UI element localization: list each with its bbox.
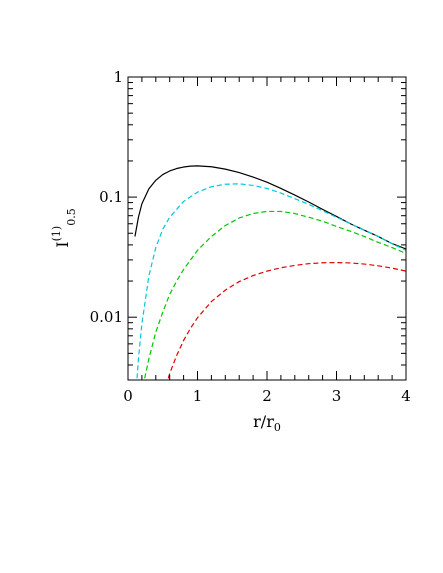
series-line-3 <box>167 261 406 379</box>
y-tick-label: 0.01 <box>90 308 123 326</box>
x-axis-label: r/r0 <box>253 412 281 434</box>
ticks-layer <box>127 76 407 381</box>
y-axis-label-sup: (1) <box>50 226 63 242</box>
x-tick-label: 3 <box>332 387 342 405</box>
plot-frame <box>127 76 407 381</box>
y-axis-label-main: I <box>53 241 72 247</box>
y-axis-label-sub: 0.5 <box>65 208 78 226</box>
x-tick-label: 2 <box>262 387 272 405</box>
y-tick-label: 1 <box>113 68 123 86</box>
series-line-1 <box>136 183 406 379</box>
x-axis-label-sub: 0 <box>274 421 281 434</box>
x-tick-label: 0 <box>123 387 133 405</box>
tick-labels: 0 1 2 3 4 0.01 0.1 1 <box>90 68 411 405</box>
series-layer <box>134 165 406 379</box>
y-axis-label: I(1)0.5 <box>50 208 78 247</box>
x-axis-label-main: r/r <box>253 412 274 431</box>
x-tick-label: 1 <box>193 387 203 405</box>
y-tick-label: 0.1 <box>99 188 123 206</box>
x-tick-label: 4 <box>401 387 411 405</box>
series-line-2 <box>144 210 406 379</box>
